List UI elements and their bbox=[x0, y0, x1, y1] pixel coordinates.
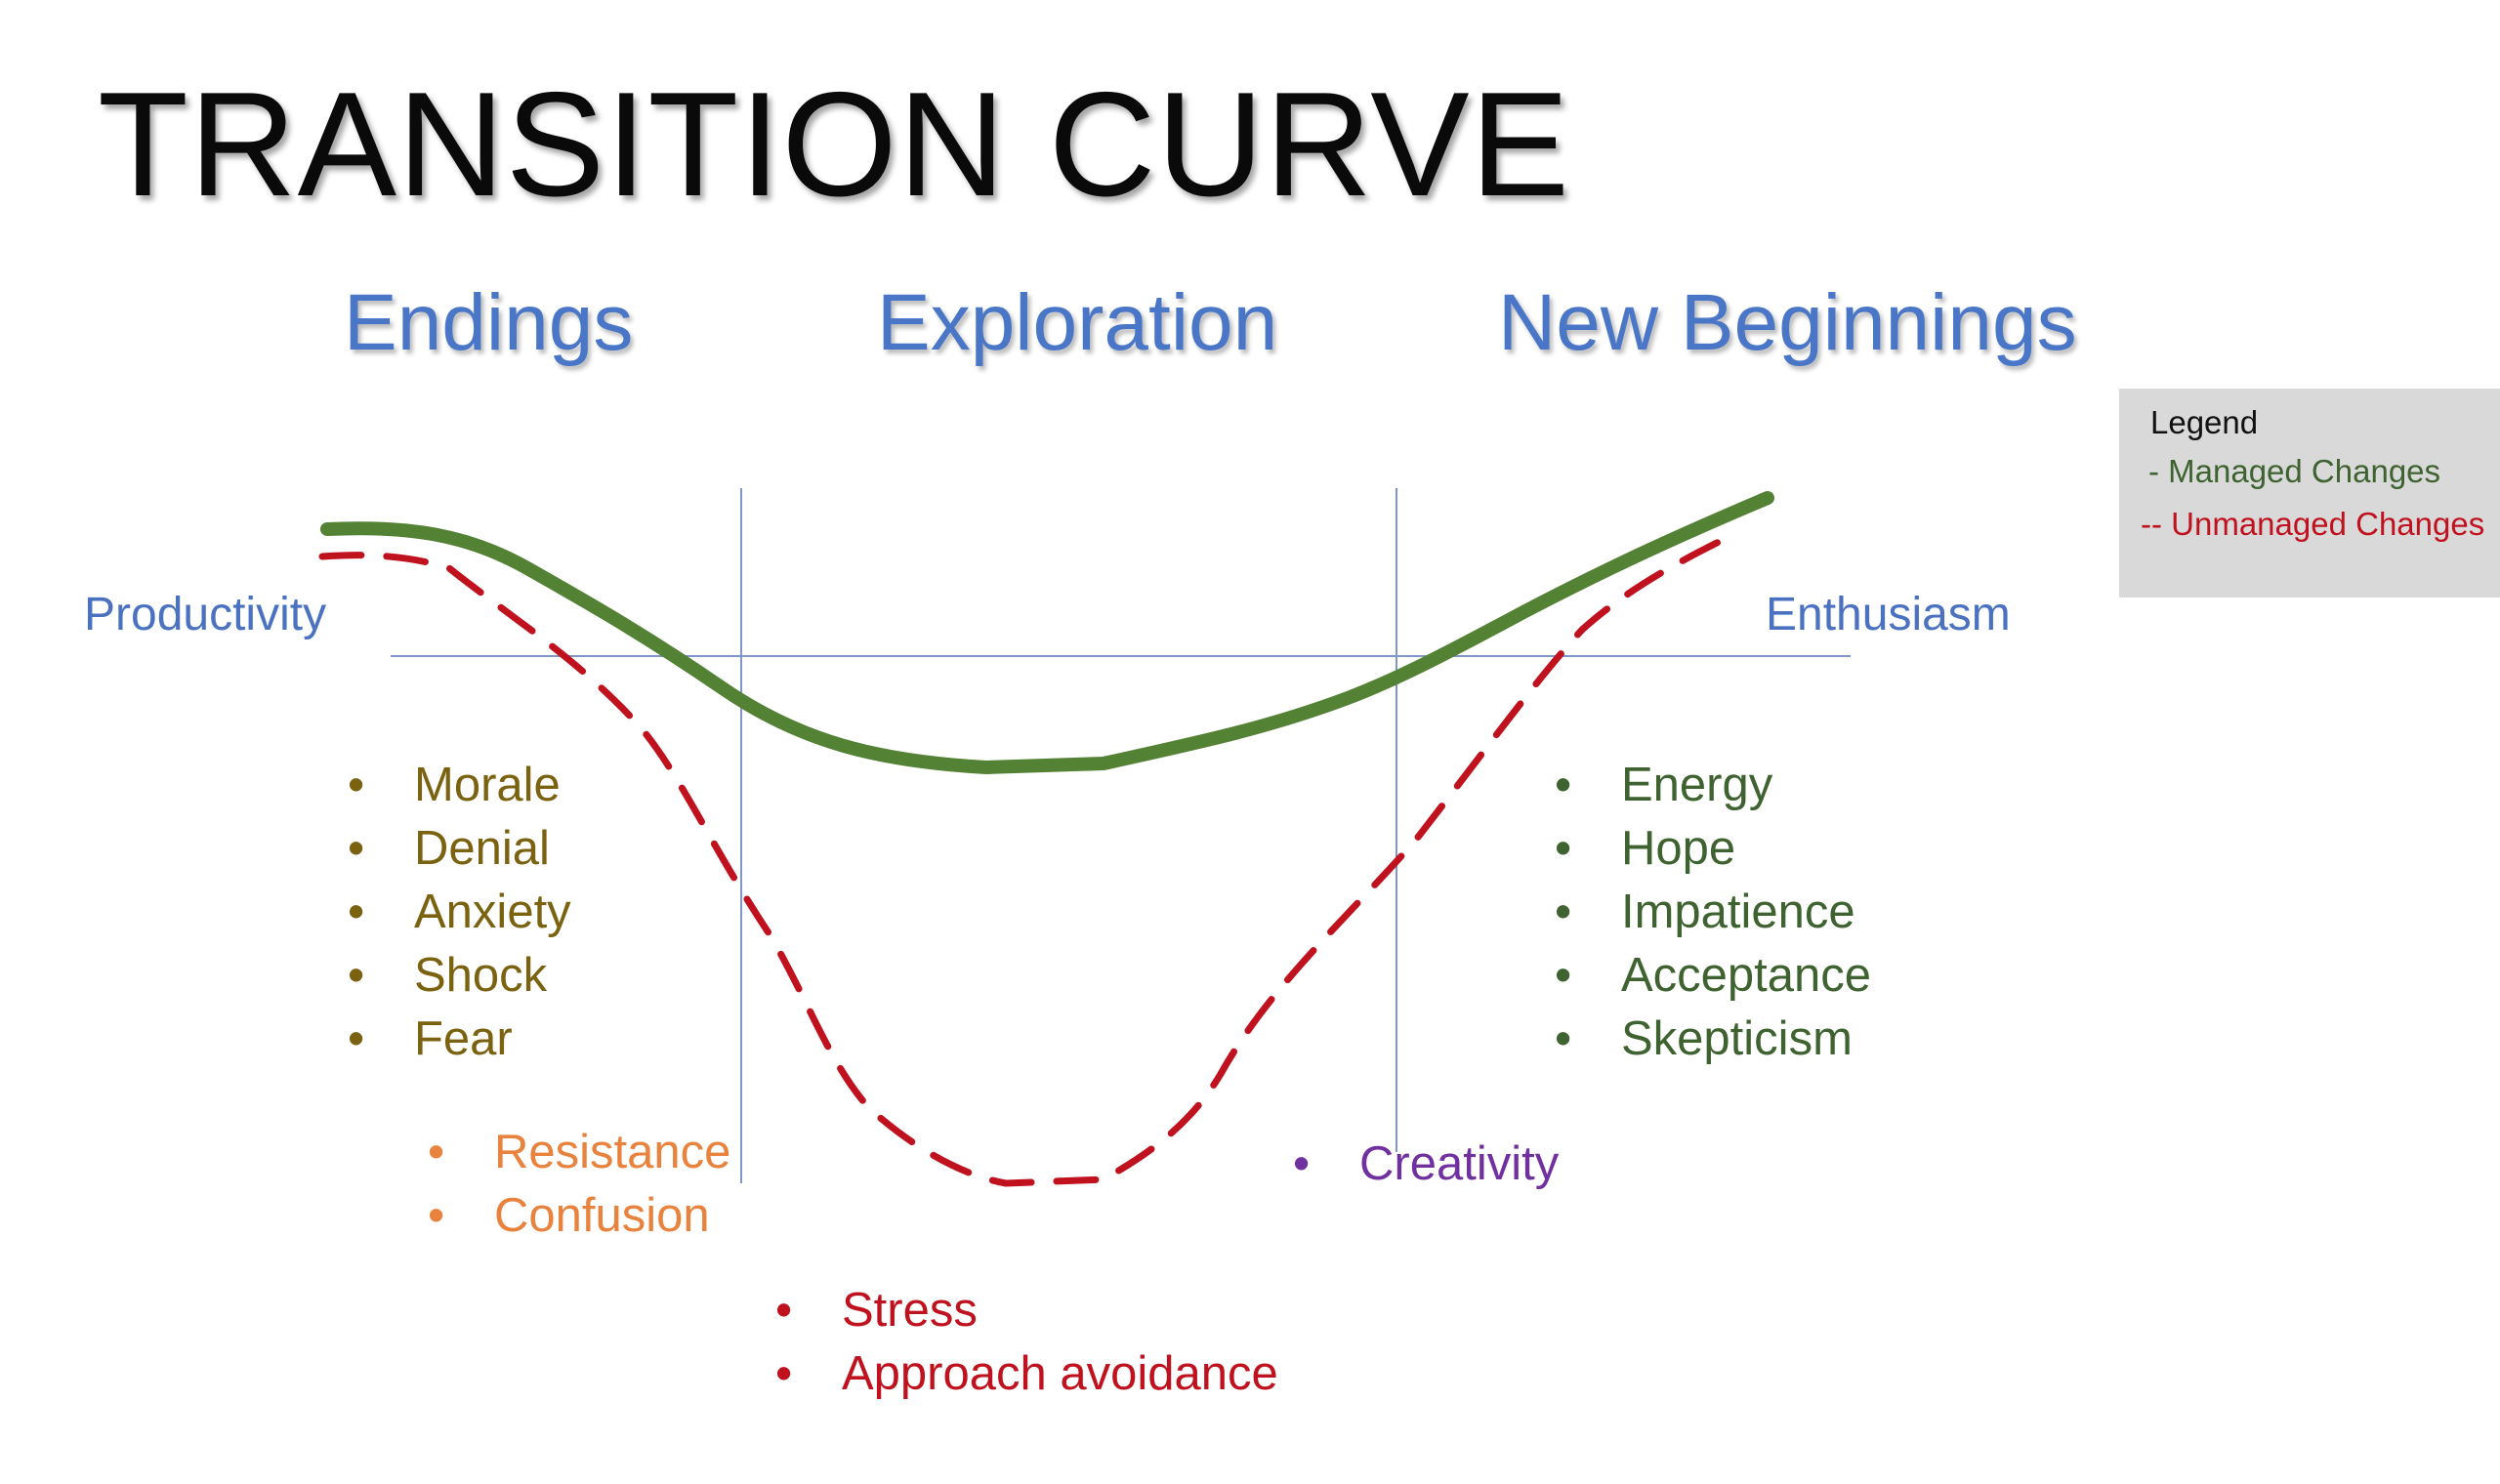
bullet-icon: • bbox=[1555, 822, 1572, 875]
list-item: • Morale bbox=[348, 754, 571, 817]
phase-endings: Endings bbox=[344, 278, 634, 367]
bullet-icon: • bbox=[1555, 759, 1572, 811]
list-item-label: Denial bbox=[414, 822, 550, 875]
axis-label-enthusiasm: Enthusiasm bbox=[1766, 589, 2011, 640]
list-item-label: Approach avoidance bbox=[842, 1347, 1278, 1400]
list-item: • Acceptance bbox=[1555, 944, 1871, 1008]
list-item-label: Anxiety bbox=[414, 886, 571, 938]
page-title: TRANSITION CURVE bbox=[98, 62, 1571, 227]
legend-unmanaged-changes: -- Unmanaged Changes bbox=[2141, 506, 2485, 542]
list-item-label: Confusion bbox=[494, 1189, 710, 1242]
list-item: • Anxiety bbox=[348, 881, 571, 944]
bullet-icon: • bbox=[348, 949, 365, 1002]
list-item: • Resistance bbox=[428, 1121, 730, 1184]
list-item: • Skepticism bbox=[1555, 1008, 1871, 1071]
list-item-label: Skepticism bbox=[1621, 1012, 1853, 1065]
bullet-icon: • bbox=[348, 1012, 365, 1065]
list-item: • Hope bbox=[1555, 817, 1871, 881]
bullet-icon: • bbox=[348, 822, 365, 875]
list-item-label: Impatience bbox=[1621, 886, 1855, 938]
list-item-label: Acceptance bbox=[1621, 949, 1872, 1002]
managed-changes-curve bbox=[320, 491, 1774, 775]
list-item: • Shock bbox=[348, 944, 571, 1008]
phase-exploration: Exploration bbox=[877, 278, 1278, 367]
axis-label-productivity: Productivity bbox=[84, 589, 327, 640]
bullet-icon: • bbox=[428, 1189, 445, 1242]
legend-managed-changes: - Managed Changes bbox=[2148, 453, 2441, 489]
phase-new-beginnings: New Beginnings bbox=[1498, 278, 2077, 367]
bullet-icon: • bbox=[348, 886, 365, 938]
list-item-label: Morale bbox=[414, 759, 561, 811]
unmanaged-changes-curve bbox=[318, 533, 1732, 1187]
bullet-icon: • bbox=[1293, 1137, 1311, 1190]
list-item: • Denial bbox=[348, 817, 571, 881]
list-item: • Energy bbox=[1555, 754, 1871, 817]
resistance-list: • Resistance • Confusion bbox=[428, 1121, 730, 1248]
list-item: • Stress bbox=[775, 1279, 1278, 1342]
bullet-icon: • bbox=[1555, 886, 1572, 938]
list-item: • Fear bbox=[348, 1008, 571, 1071]
legend: Legend - Managed Changes -- Unmanaged Ch… bbox=[2119, 389, 2500, 598]
list-item-label: Shock bbox=[414, 949, 548, 1002]
new-beginnings-emotions-list: • Energy • Hope • Impatience • Acceptance • S… bbox=[1555, 754, 1871, 1071]
bullet-icon: • bbox=[1555, 1012, 1572, 1065]
bullet-icon: • bbox=[348, 759, 365, 811]
endings-emotions-list: • Morale • Denial • Anxiety • Shock • Fear bbox=[348, 754, 571, 1071]
list-item-label: Energy bbox=[1621, 759, 1773, 811]
stress-list: • Stress • Approach avoidance bbox=[775, 1279, 1278, 1406]
list-item: • Creativity bbox=[1293, 1133, 1559, 1196]
list-item: • Confusion bbox=[428, 1184, 730, 1248]
list-item: • Impatience bbox=[1555, 881, 1871, 944]
bullet-icon: • bbox=[775, 1284, 793, 1337]
list-item: • Approach avoidance bbox=[775, 1342, 1278, 1406]
list-item-label: Fear bbox=[414, 1012, 513, 1065]
legend-title: Legend bbox=[2150, 404, 2259, 440]
list-item-label: Stress bbox=[842, 1284, 978, 1337]
bullet-icon: • bbox=[775, 1347, 793, 1400]
creativity-list: • Creativity bbox=[1293, 1133, 1559, 1196]
list-item-label: Creativity bbox=[1359, 1137, 1560, 1190]
list-item-label: Resistance bbox=[494, 1126, 731, 1178]
list-item-label: Hope bbox=[1621, 822, 1736, 875]
bullet-icon: • bbox=[428, 1126, 445, 1178]
bullet-icon: • bbox=[1555, 949, 1572, 1002]
